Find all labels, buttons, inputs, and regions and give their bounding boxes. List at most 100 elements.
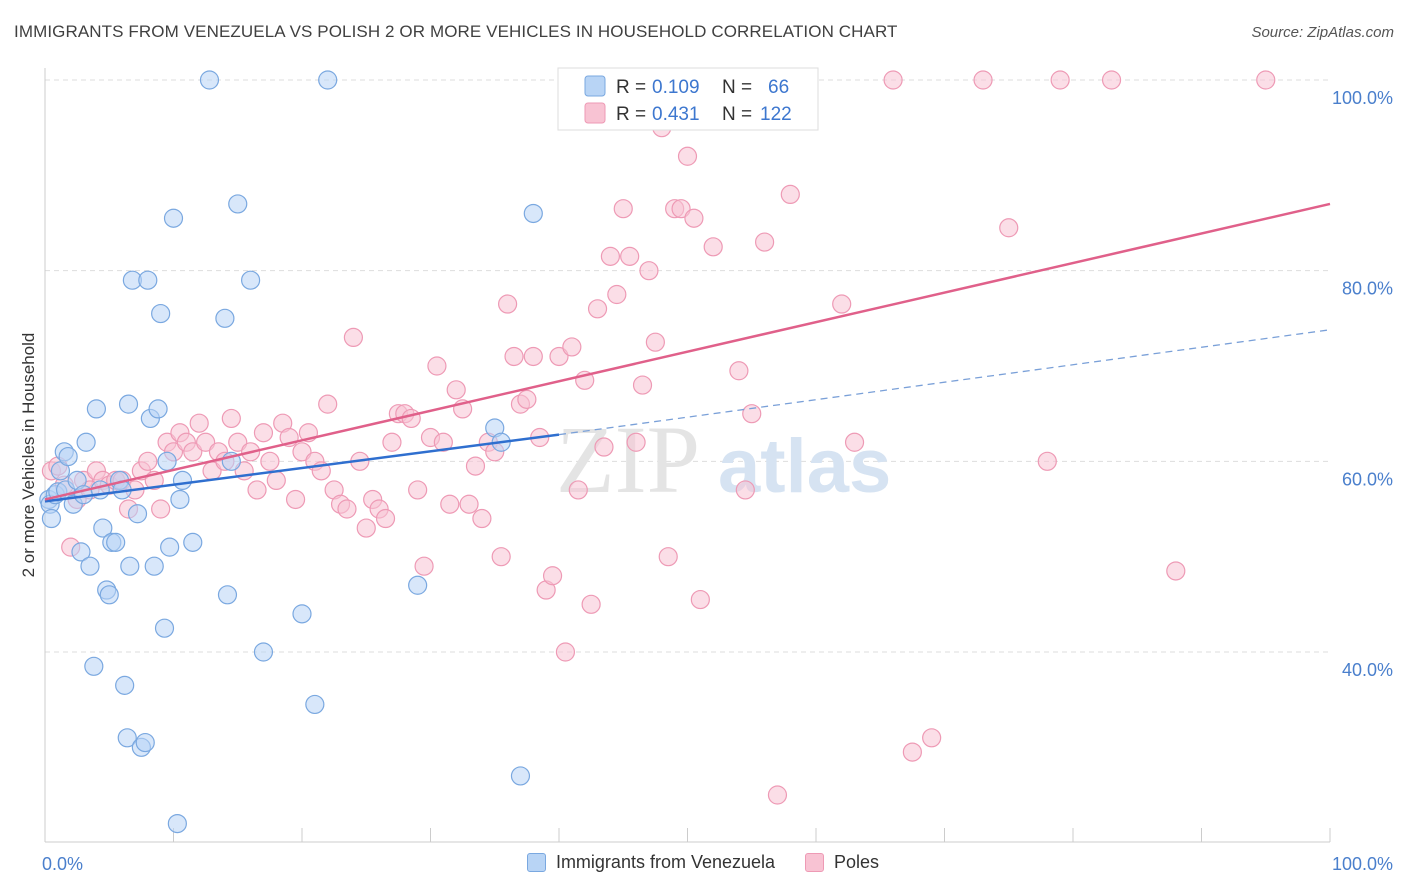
poles-point-89	[613, 199, 633, 219]
poles-point-86	[594, 437, 614, 457]
source-label: Source: ZipAtlas.com	[1251, 24, 1394, 41]
legend-label-poles: Poles	[834, 852, 880, 872]
venezuela-point-60	[523, 203, 543, 224]
legend-bottom: Immigrants from Venezuela Poles	[0, 852, 1406, 873]
poles-point-46	[337, 499, 357, 519]
venezuela-point-18	[93, 518, 113, 538]
poles-point-85	[587, 299, 608, 319]
poles-point-34	[260, 451, 280, 471]
venezuela-point-41	[163, 208, 184, 228]
poles-point-39	[292, 442, 312, 462]
venezuela-point-44	[172, 470, 193, 490]
legend-label-venezuela: Immigrants from Venezuela	[555, 852, 776, 872]
legend-swatch-venezuela	[526, 853, 546, 872]
legend-item-poles: Poles	[805, 852, 879, 873]
venezuela-point-45	[183, 532, 203, 552]
poles-point-70	[491, 547, 511, 567]
poles-point-60	[427, 356, 447, 376]
venezuela-point-15	[84, 656, 104, 676]
poles-point-113	[883, 70, 903, 90]
poles-point-106	[735, 480, 755, 500]
x-tick-label-0: 0.0%	[42, 854, 83, 874]
poles-point-97	[658, 547, 678, 567]
legend-r-label-1: R =	[616, 77, 646, 98]
venezuela-point-55	[318, 70, 338, 90]
poles-point-118	[1037, 451, 1057, 471]
poles-point-65	[459, 494, 479, 514]
y-tick-label-2: 80.0%	[1342, 279, 1393, 299]
poles-point-105	[729, 361, 749, 381]
venezuela-point-43	[170, 489, 190, 510]
poles-point-72	[504, 346, 524, 367]
watermark: ZIP atlas	[556, 406, 891, 513]
poles-point-99	[671, 199, 691, 219]
venezuela-point-54	[305, 694, 325, 715]
venezuela-point-47	[215, 308, 235, 328]
poles-point-15	[138, 451, 158, 471]
legend-swatch-poles	[805, 853, 825, 872]
chart-title: IMMIGRANTS FROM VENEZUELA VS POLISH 2 OR…	[14, 22, 898, 41]
poles-point-53	[382, 432, 402, 452]
poles-point-103	[703, 237, 723, 257]
venezuela-point-38	[154, 618, 175, 638]
tick-labels: 40.0% 60.0% 80.0% 100.0% 0.0% 100.0%	[42, 88, 1393, 874]
venezuela-point-46	[199, 70, 220, 90]
poles-point-66	[465, 456, 486, 476]
poles-point-35	[266, 470, 286, 490]
poles-point-94	[645, 332, 665, 352]
poles-point-17	[151, 499, 171, 519]
poles-point-82	[568, 480, 588, 500]
venezuela-point-14	[80, 556, 100, 576]
poles-point-115	[922, 728, 942, 748]
poles-point-93	[639, 261, 659, 281]
poles-point-78	[542, 566, 563, 586]
legend-item-venezuela: Immigrants from Venezuela	[526, 852, 776, 873]
poles-point-38	[285, 489, 306, 510]
poles-point-74	[517, 389, 537, 409]
legend-r-label-2: R =	[616, 104, 646, 125]
legend-n-label-1: N =	[722, 77, 752, 98]
poles-point-91	[626, 432, 646, 452]
venezuela-point-13	[76, 432, 96, 452]
venezuela-point-16	[86, 399, 107, 419]
venezuela-point-42	[167, 813, 187, 834]
poles-point-52	[375, 508, 396, 529]
poles-point-33	[253, 423, 274, 443]
poles-point-32	[247, 480, 267, 500]
poles-point-84	[581, 594, 601, 614]
venezuela-point-53	[292, 604, 312, 624]
poles-point-122	[1256, 70, 1276, 90]
legend-n-label-2: N =	[722, 104, 752, 125]
venezuela-point-48	[217, 585, 238, 605]
y-tick-label-0: 40.0%	[1342, 660, 1393, 680]
venezuela-point-22	[106, 532, 126, 552]
poles-point-24	[196, 432, 216, 452]
venezuela-point-35	[144, 556, 164, 576]
venezuela-point-26	[117, 728, 137, 748]
poles-point-75	[523, 346, 543, 367]
legend-n-value-2: 122	[760, 104, 792, 125]
poles-point-61	[433, 432, 453, 452]
series-venezuela	[39, 70, 543, 834]
venezuela-point-2	[41, 508, 62, 529]
poles-point-80	[555, 642, 576, 662]
legend-swatch-blue	[584, 75, 606, 97]
poles-point-56	[401, 408, 421, 429]
poles-point-28	[221, 408, 241, 429]
poles-point-63	[446, 380, 466, 400]
y-tick-label-1: 60.0%	[1342, 469, 1393, 489]
venezuela-point-52	[253, 642, 274, 662]
legend-swatch-pink	[584, 102, 606, 124]
poles-point-90	[620, 246, 640, 266]
venezuela-point-51	[241, 270, 261, 290]
y-tick-label-3: 100.0%	[1332, 88, 1393, 108]
venezuela-point-30	[127, 504, 148, 524]
poles-point-71	[498, 294, 518, 314]
poles-point-109	[767, 785, 788, 805]
venezuela-point-12	[71, 542, 91, 562]
poles-point-107	[742, 404, 762, 424]
venezuela-point-27	[118, 394, 139, 414]
venezuela-point-33	[138, 270, 158, 290]
poles-point-23	[189, 413, 209, 433]
venezuela-point-39	[157, 451, 177, 471]
